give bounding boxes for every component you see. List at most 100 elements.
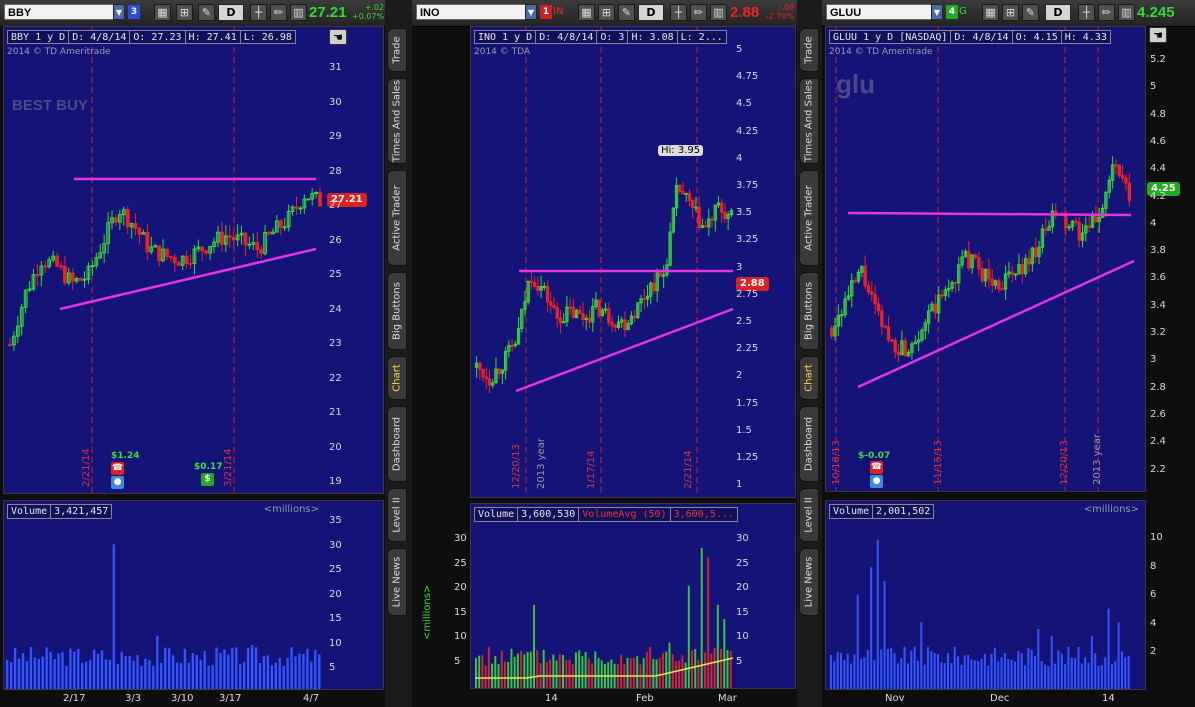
volume-bar <box>523 654 526 688</box>
draw-icon[interactable]: ✏ <box>1098 4 1115 21</box>
volume-bar <box>124 656 127 689</box>
tab-trade[interactable]: Trade <box>799 28 819 72</box>
symbol-input[interactable]: GLUU <box>826 4 932 20</box>
tab-times-and-sales[interactable]: Times And Sales <box>387 78 407 164</box>
layout-icon[interactable]: ▦ <box>578 4 595 21</box>
y-tick-label: 19 <box>329 476 342 487</box>
aggregation-button[interactable]: D <box>1045 4 1071 21</box>
volume-bar <box>536 650 539 688</box>
tab-active-trader[interactable]: Active Trader <box>387 170 407 266</box>
earnings-icon[interactable]: ☎ <box>111 462 124 475</box>
candles-icon[interactable]: ┼ <box>1078 4 1095 21</box>
style-icon[interactable]: ▥ <box>1118 4 1135 21</box>
candles-icon[interactable]: ┼ <box>670 4 687 21</box>
grid-icon[interactable]: ⊞ <box>598 4 615 21</box>
tab-active-trader[interactable]: Active Trader <box>799 170 819 266</box>
volume-bar <box>120 651 123 689</box>
candle <box>645 295 650 300</box>
y-tick-label: 20 <box>454 582 467 593</box>
info-icon[interactable]: ● <box>870 475 883 488</box>
style-icon[interactable]: ▥ <box>710 4 727 21</box>
layout-icon[interactable]: ▦ <box>982 4 999 21</box>
y-tick-label: 10 <box>329 637 342 649</box>
volume-bar <box>77 649 80 689</box>
price-chart-bby[interactable]: BBY 1 y D D: 4/8/14 O: 27.23 H: 27.41 L: 26.… <box>3 26 384 494</box>
tab-chart[interactable]: Chart <box>387 356 407 400</box>
grid-icon[interactable]: ⊞ <box>176 4 193 21</box>
volume-bar <box>112 544 116 689</box>
draw-icon[interactable]: ✏ <box>690 4 707 21</box>
candle <box>184 255 189 264</box>
style-icon[interactable]: ▥ <box>290 4 307 21</box>
candle <box>1023 258 1028 275</box>
candle <box>23 289 28 308</box>
volume-bar <box>636 656 639 688</box>
candle <box>55 255 59 267</box>
symbol-input[interactable]: INO <box>416 4 526 20</box>
symbol-dropdown-icon[interactable]: ▼ <box>525 4 537 20</box>
volume-bar <box>1084 657 1087 689</box>
tab-live-news[interactable]: Live News <box>799 548 819 616</box>
symbol-dropdown-icon[interactable]: ▼ <box>931 4 943 20</box>
volume-bar <box>1094 653 1097 689</box>
volume-bar <box>294 656 297 689</box>
pan-hand-icon[interactable]: ☚ <box>1149 27 1167 43</box>
trend-line <box>847 211 1132 217</box>
volume-bar <box>668 642 671 688</box>
tab-chart[interactable]: Chart <box>799 356 819 400</box>
candle <box>684 192 688 195</box>
symbol-dropdown-icon[interactable]: ▼ <box>113 4 125 20</box>
dividend-icon[interactable]: $ <box>201 473 214 486</box>
tab-times-and-sales[interactable]: Times And Sales <box>799 78 819 164</box>
tab-big-buttons[interactable]: Big Buttons <box>387 272 407 350</box>
pan-hand-icon[interactable]: ☚ <box>329 29 347 45</box>
tab-live-news[interactable]: Live News <box>387 548 407 616</box>
link-badge[interactable]: 4 <box>946 5 958 19</box>
draw-icon[interactable]: ✏ <box>270 4 287 21</box>
y-tick-label: 4.2 <box>1150 190 1166 202</box>
candle <box>520 308 524 329</box>
earnings-icon[interactable]: ☎ <box>870 461 883 474</box>
candle <box>169 255 173 258</box>
candle <box>94 257 99 267</box>
volume-bar <box>484 665 487 688</box>
link-badge[interactable]: 3 <box>128 5 140 19</box>
volume-bar <box>1027 648 1030 689</box>
candle <box>662 274 666 277</box>
aggregation-button[interactable]: D <box>638 4 664 21</box>
volume-bar <box>940 662 943 689</box>
layout-icon[interactable]: ▦ <box>154 4 171 21</box>
info-icon[interactable]: ● <box>111 476 124 489</box>
tab-big-buttons[interactable]: Big Buttons <box>799 272 819 350</box>
volume-bar <box>1044 664 1047 689</box>
candle <box>43 265 48 268</box>
price-chart-gluu[interactable]: GLUU 1 y D [NASDAQ] D: 4/8/14 O: 4.15 H: 4.… <box>825 26 1146 492</box>
wrench-icon[interactable]: ✎ <box>1022 4 1039 21</box>
candle <box>639 298 643 304</box>
net-change: -.08 -2.70% <box>766 3 795 21</box>
volume-chart-gluu: Volume 2,001,502 <millions> <box>825 500 1146 690</box>
candles-icon[interactable]: ┼ <box>250 4 267 21</box>
candle <box>1077 221 1081 241</box>
volume-bar <box>555 660 558 688</box>
tab-dashboard[interactable]: Dashboard <box>799 406 819 482</box>
wrench-icon[interactable]: ✎ <box>198 4 215 21</box>
symbol-input[interactable]: BBY <box>4 4 114 20</box>
tab-level-ii[interactable]: Level II <box>799 488 819 542</box>
volume-bar <box>920 622 923 689</box>
grid-icon[interactable]: ⊞ <box>1002 4 1019 21</box>
candle <box>1037 246 1041 258</box>
candle <box>603 308 608 311</box>
tab-trade[interactable]: Trade <box>387 28 407 72</box>
link-badge[interactable]: 1 <box>540 5 552 19</box>
candle <box>137 227 142 235</box>
candle <box>687 192 692 201</box>
candle <box>1074 220 1078 223</box>
wrench-icon[interactable]: ✎ <box>618 4 635 21</box>
aggregation-button[interactable]: D <box>218 4 244 21</box>
candle <box>117 214 122 223</box>
price-chart-ino[interactable]: INO 1 y D D: 4/8/14 O: 3 H: 3.08 L: 2... 201… <box>470 26 796 498</box>
tab-dashboard[interactable]: Dashboard <box>387 406 407 482</box>
tab-level-ii[interactable]: Level II <box>387 488 407 542</box>
volume-bar <box>1057 650 1060 689</box>
